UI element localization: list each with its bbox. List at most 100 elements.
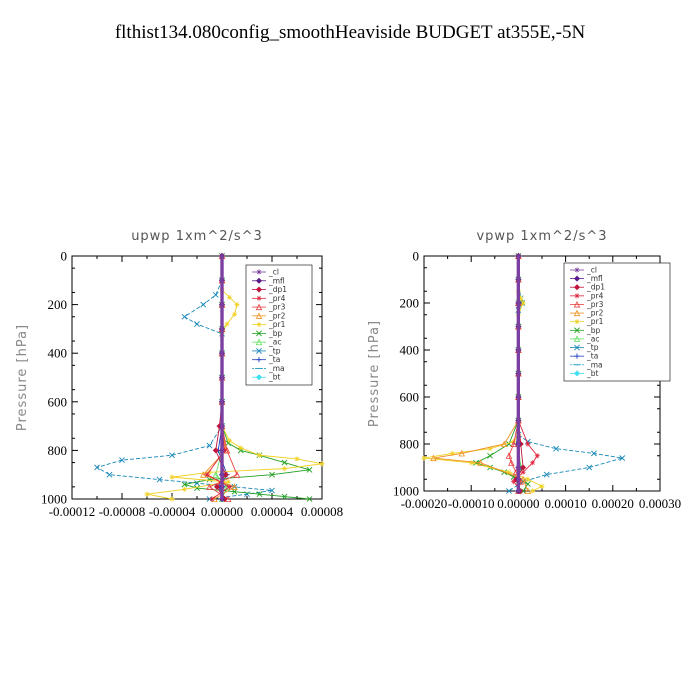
legend-label: _cl [268, 268, 279, 277]
y-tick-label: 600 [400, 390, 420, 405]
x-tick-label: -0.00012 [49, 504, 96, 519]
series-point [525, 441, 531, 447]
series-point [281, 493, 288, 500]
series-point [256, 491, 263, 498]
legend-marker [255, 374, 263, 381]
series-point [181, 481, 188, 488]
x-tick-label: 0.00010 [544, 496, 586, 511]
legend-label: _ta [586, 352, 598, 361]
series-point [181, 313, 188, 320]
series-point [515, 488, 521, 494]
series-point [525, 476, 531, 482]
series-point [219, 326, 225, 332]
legend-marker [574, 319, 580, 325]
legend-label: _pr2 [268, 311, 286, 320]
legend-label: _bt [268, 373, 281, 382]
series-point [553, 445, 560, 452]
series-point [487, 452, 493, 459]
x-tick-label: -0.00008 [99, 504, 146, 519]
series-point [619, 455, 626, 462]
y-tick-label: 800 [400, 437, 420, 452]
x-tick-label: -0.00004 [149, 504, 196, 519]
series-point [194, 485, 200, 491]
legend-label: _dp1 [586, 283, 605, 292]
series-point [256, 452, 263, 458]
series-point [224, 321, 230, 327]
series-point [520, 464, 527, 471]
legend-label: _ma [268, 364, 285, 373]
series-point [212, 447, 219, 454]
series-point [543, 471, 550, 478]
series-point [539, 483, 545, 489]
legend-label: _ac [268, 338, 281, 347]
series-line [95, 256, 273, 500]
series-point [226, 438, 233, 444]
series-point [515, 394, 521, 400]
series-point [515, 476, 521, 482]
legend-label: _bt [586, 369, 599, 378]
y-tick-label: 800 [48, 443, 68, 458]
legend-marker [573, 335, 581, 342]
series-point [510, 440, 517, 447]
series-point [213, 483, 221, 490]
page-title: flthist134.080config_smoothHeaviside BUD… [114, 22, 586, 43]
series-point [506, 469, 512, 475]
series-point [421, 455, 427, 461]
series-point [156, 476, 163, 483]
legend-label: _pr3 [586, 300, 604, 309]
series-point [515, 370, 521, 377]
series-point [281, 466, 288, 472]
series-point [468, 460, 474, 466]
series-point [515, 464, 521, 471]
x-tick-label: 0.00008 [301, 504, 343, 519]
legend-label: _bp [268, 329, 283, 338]
y-tick-label: 600 [48, 394, 68, 409]
y-tick-label: 0 [413, 249, 420, 264]
legend-marker [255, 338, 263, 346]
series-point [231, 483, 238, 490]
x-tick-label: 0.00020 [592, 496, 634, 511]
series-point [519, 475, 527, 483]
legend-marker [573, 309, 581, 317]
series-point [319, 461, 325, 467]
series-point [169, 474, 175, 480]
series-pr2 [200, 252, 238, 502]
series-point [449, 450, 455, 456]
series-point [591, 450, 597, 457]
x-tick-label: 0.00004 [251, 504, 294, 519]
legend-label: _tp [586, 343, 599, 352]
legend-label: _pr4 [586, 291, 604, 300]
series-point [520, 469, 526, 475]
series-point [269, 487, 275, 494]
series-point [219, 277, 225, 283]
legend-marker [574, 344, 580, 351]
legend-marker [256, 269, 262, 275]
series-point [219, 472, 225, 478]
y-tick-label: 400 [48, 346, 68, 361]
series-point [515, 417, 521, 424]
series-point [194, 321, 200, 327]
series-point [219, 302, 225, 308]
legend-label: _pr3 [268, 303, 286, 312]
x-tick-label: 0.00000 [201, 504, 243, 519]
series-point [219, 484, 225, 490]
series-point [515, 347, 521, 353]
series-point [106, 471, 113, 478]
series-point [500, 440, 508, 447]
series-point [529, 488, 536, 494]
legend-marker [573, 370, 581, 377]
x-tick-label: 0.00030 [639, 496, 681, 511]
legend-label: _pr2 [586, 309, 604, 318]
series-point [204, 472, 210, 478]
legend-label: _bp [586, 326, 601, 335]
series-point [181, 486, 188, 492]
y-tick-label: 1000 [393, 484, 419, 499]
series-line [433, 256, 529, 492]
chart-title: vpwp 1xm^2/s^3 [476, 229, 607, 244]
legend-label: _cl [586, 266, 597, 275]
legend-marker [573, 275, 581, 282]
series-point [281, 459, 288, 466]
legend: _cl_mfl_dp1_pr4_pr3_pr2_pr1_bp_ac_tp_ta_… [563, 262, 671, 382]
series-point [206, 442, 213, 449]
